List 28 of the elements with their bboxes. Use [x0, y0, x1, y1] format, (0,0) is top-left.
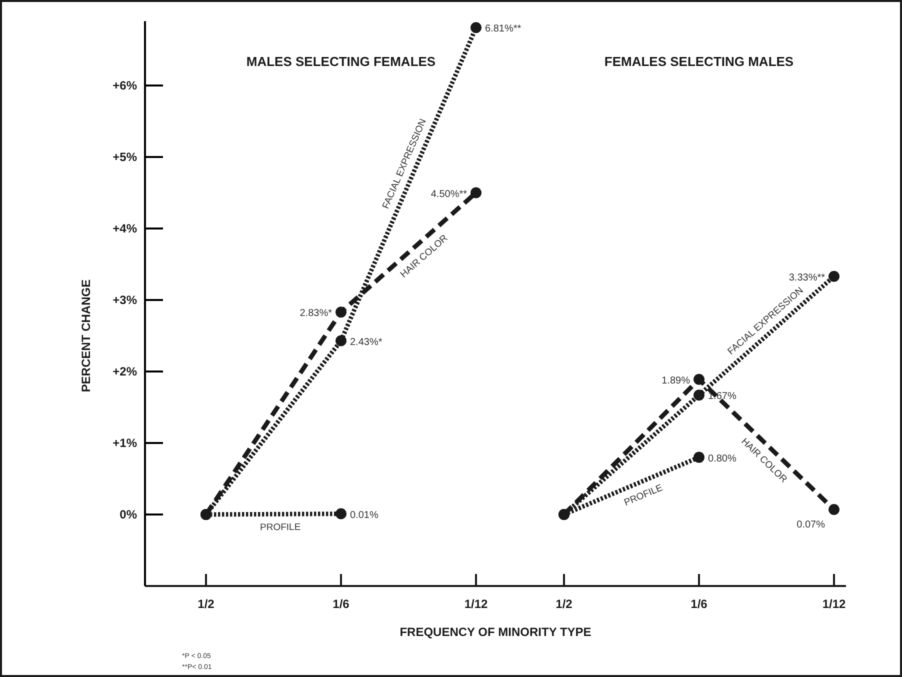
data-label: 0.80% [708, 453, 736, 464]
x-tick-label: 1/2 [198, 597, 215, 611]
chart-title: FEMALES SELECTING MALES [604, 54, 794, 69]
x-tick-label: 1/6 [690, 597, 708, 611]
y-tick-label: +2% [112, 364, 138, 378]
x-tick-label: 1/6 [332, 597, 350, 611]
data-label: 0.07% [796, 519, 826, 530]
y-tick-label: 0% [120, 508, 138, 522]
data-label: 2.43%* [350, 336, 382, 348]
x-tick-label: 1/12 [822, 597, 846, 611]
data-label: 0.01% [350, 510, 378, 521]
x-tick-label: 1/12 [464, 597, 488, 611]
y-tick-label: +6% [112, 78, 138, 92]
data-label: 4.50%** [430, 188, 468, 200]
data-label: 2.83%* [300, 308, 332, 320]
y-tick-label: +1% [112, 436, 138, 450]
y-tick-label: +5% [112, 150, 138, 164]
x-tick-label: 1/2 [556, 597, 573, 611]
data-label: 1.67% [708, 391, 736, 402]
data-label: 6.81%** [485, 24, 522, 35]
data-label: 1.89% [662, 375, 690, 386]
series-label: PROFILE [260, 522, 301, 534]
y-tick-label: +3% [112, 293, 138, 307]
x-axis-title: FREQUENCY OF MINORITY TYPE [400, 625, 592, 639]
y-tick-label: +4% [112, 222, 138, 236]
text: MALES SELECTING FEMALES [246, 54, 436, 69]
y-axis-title: PERCENT CHANGE [79, 279, 93, 392]
data-label: 3.33%** [788, 272, 826, 284]
